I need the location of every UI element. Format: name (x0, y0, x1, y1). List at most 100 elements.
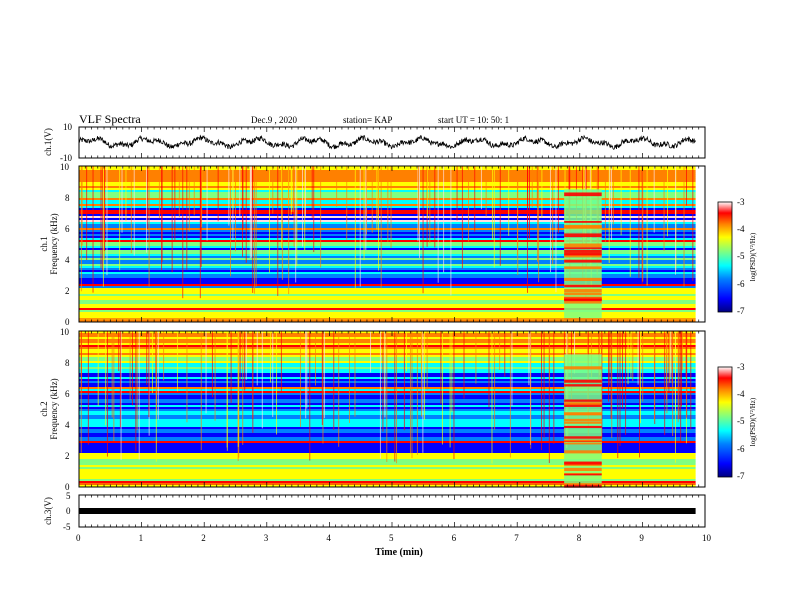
sferic-streak (491, 331, 493, 464)
burst-line (564, 384, 602, 387)
sferic-streak (242, 166, 243, 257)
sferic-streak (403, 331, 405, 431)
sferic-streak (543, 331, 545, 438)
spectrogram-band (79, 274, 696, 277)
spectrogram-band (79, 369, 696, 372)
sferic-streak (121, 166, 123, 233)
spectrogram-band (79, 230, 696, 233)
sferic-streak (420, 331, 422, 417)
sferic-streak (359, 166, 361, 287)
sferic-streak (411, 331, 413, 459)
spectrogram-band (79, 377, 696, 380)
sferic-streak (201, 166, 203, 228)
sferic-streak (322, 331, 324, 444)
x-tick-label: 9 (639, 533, 644, 543)
spectrogram-band (79, 373, 696, 376)
spectrogram-band (79, 345, 696, 348)
sferic-streak (119, 331, 121, 428)
sferic-streak (418, 166, 419, 234)
spectrogram-band (79, 292, 696, 295)
sferic-streak (422, 166, 424, 294)
spectrogram-band (79, 210, 696, 213)
sferic-streak (686, 331, 688, 418)
sferic-streak (365, 166, 367, 250)
ch2-ytick-6: 6 (65, 389, 70, 399)
spectrogram-band (79, 451, 696, 454)
sferic-streak (321, 331, 323, 425)
sferic-streak (449, 331, 451, 448)
ch1-waveform-line (79, 134, 696, 150)
station-label: station= KAP (343, 115, 393, 125)
sferic-streak (119, 166, 121, 271)
spectrogram-band (79, 423, 696, 426)
spectrogram-band (79, 477, 696, 480)
burst-line (564, 436, 602, 439)
sferic-streak (214, 331, 216, 421)
spectrogram-band (79, 435, 696, 438)
sferic-streak (250, 166, 252, 258)
x-tick-label: 4 (326, 533, 331, 543)
sferic-streak (377, 166, 379, 218)
sferic-streak (272, 331, 274, 417)
sferic-streak (541, 331, 543, 451)
ch1-ytick-6: 6 (65, 224, 70, 234)
sferic-streak (133, 166, 135, 256)
burst-line (564, 318, 602, 322)
sferic-streak (151, 331, 153, 394)
ch2-cb-tick-3: -3 (737, 362, 745, 372)
spectrogram-band (79, 256, 696, 259)
spectrogram-band (79, 320, 696, 323)
sferic-streak (637, 331, 639, 385)
ch3-ytick-bottom: -5 (63, 522, 71, 532)
ch1-cb-tick-5: -5 (737, 251, 745, 261)
x-tick-label: 0 (76, 533, 81, 543)
ch1-ytick-10: 10 (60, 162, 70, 172)
sferic-streak (129, 331, 131, 400)
ch1-ytick-8: 8 (65, 193, 70, 203)
burst-line (564, 484, 602, 488)
spectrogram-band (79, 288, 696, 291)
sferic-streak (291, 166, 293, 212)
spectrogram-band (79, 250, 696, 253)
spectrogram-band (79, 383, 696, 386)
ch2-cb-tick-7: -7 (737, 471, 745, 481)
spectrogram-band (79, 453, 696, 456)
sferic-streak (237, 331, 239, 447)
ch1-ytick-top: 10 (63, 122, 73, 132)
sferic-streak (304, 166, 306, 251)
ch3-signal-panel: 5 0 -5 ch.3(V) (43, 491, 706, 532)
sferic-streak (409, 331, 411, 454)
spectrogram-band (79, 443, 696, 446)
ch2-ytick-4: 4 (65, 420, 70, 430)
burst-line (564, 225, 602, 229)
spectrogram-band (79, 359, 696, 362)
sferic-streak (608, 331, 610, 385)
ch3-signal-line (79, 508, 696, 514)
ch1-waveform-panel: 10 -10 ch.1(V) (43, 122, 706, 163)
sferic-streak (199, 166, 201, 299)
spectrogram-band (79, 238, 696, 241)
burst-line (564, 233, 602, 238)
sferic-streak (548, 331, 550, 381)
sferic-streak (638, 166, 640, 278)
sferic-streak (601, 331, 603, 438)
spectrogram-band (79, 226, 696, 229)
sferic-streak (268, 166, 270, 273)
burst-line (564, 298, 602, 302)
sferic-streak (491, 166, 493, 240)
sferic-streak (235, 166, 236, 252)
sferic-streak (612, 166, 614, 225)
ch1-ytick-0: 0 (65, 317, 70, 327)
sferic-streak (608, 331, 610, 402)
sferic-streak (610, 331, 612, 419)
spectrogram-band (79, 441, 696, 444)
spectrogram-band (79, 224, 696, 227)
x-tick-label: 5 (389, 533, 394, 543)
burst-line (564, 399, 602, 402)
sferic-streak (363, 166, 365, 261)
sferic-streak (269, 331, 271, 383)
spectrogram-band (79, 375, 696, 378)
ch2-ytick-0: 0 (65, 482, 70, 492)
burst-line (564, 450, 602, 454)
sferic-streak (426, 166, 428, 219)
